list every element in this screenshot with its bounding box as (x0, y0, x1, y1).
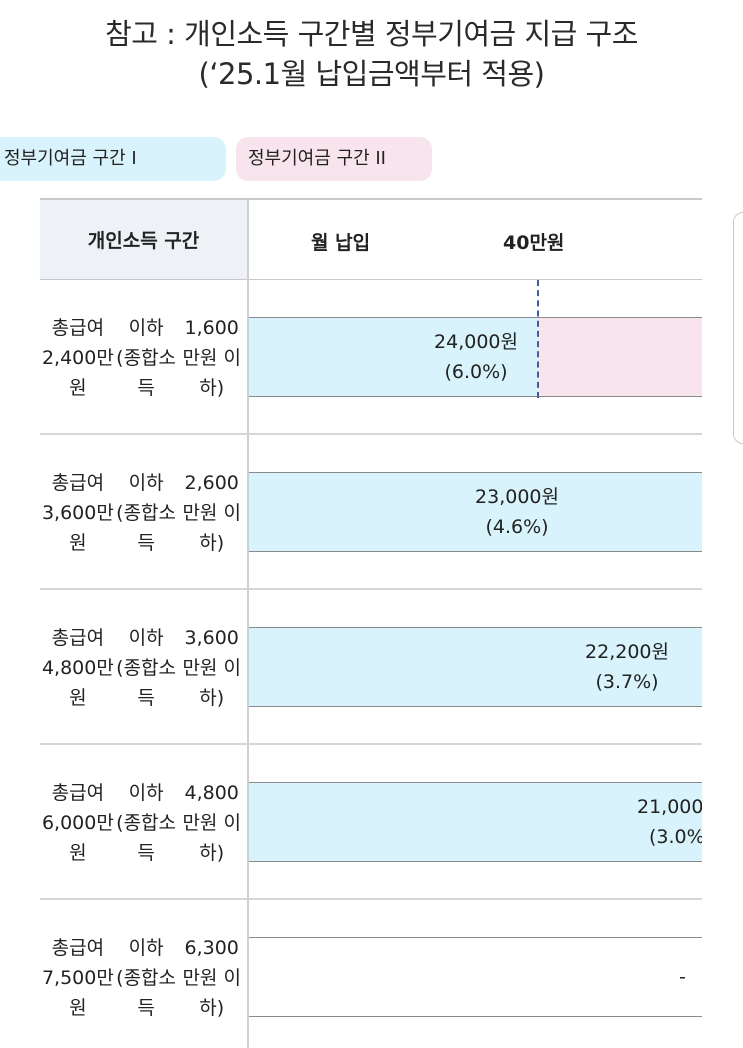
income-range-label: 총급여 7,500만원 이하 (종합소득 6,300만원 이하) (40, 900, 247, 1048)
header-income-range: 개인소득 구간 (40, 198, 247, 280)
header-monthly-label: 월 납입 (311, 232, 371, 254)
header-chart-axis: 월 납입 40만원 (247, 198, 702, 280)
income-range-label: 총급여 3,600만원 이하 (종합소득 2,600만원 이하) (40, 435, 247, 590)
bar-amount: 21,000원 (637, 796, 702, 818)
income-range-line: 이하 (종합소득 (116, 471, 177, 554)
row-separator (40, 898, 702, 900)
page-title: 참고 : 개인소득 구간별 정부기여금 지급 구조 (‘25.1월 납입금액부터… (0, 14, 743, 94)
income-range-label: 총급여 2,400만원 이하 (종합소득 1,600만원 이하) (40, 280, 247, 435)
bar-rate: (3.0%) (649, 826, 702, 848)
title-line-2: (‘25.1월 납입금액부터 적용) (198, 57, 545, 91)
income-range-line: 2,600만원 이하) (182, 471, 241, 554)
contribution-bar (249, 627, 702, 707)
column-divider (247, 198, 249, 1048)
bar-value-label: - (667, 962, 702, 992)
row-separator (40, 743, 702, 745)
legend-zone-1: 정부기여금 구간 I (0, 137, 226, 181)
contribution-bar-empty (249, 937, 702, 1017)
bar-value-label: 23,000원 (4.6%) (417, 482, 617, 542)
income-range-line: 총급여 7,500만원 (41, 936, 114, 1019)
income-range-line: 6,300만원 이하) (182, 936, 241, 1019)
bar-value-label: 21,000원 (3.0%) (637, 792, 702, 852)
income-range-line: 이하 (종합소득 (116, 936, 177, 1019)
bar-value-label: 22,200원 (3.7%) (547, 637, 702, 697)
bar-amount: 24,000원 (434, 331, 518, 353)
bar-rate: (3.7%) (595, 671, 659, 693)
legend-zone-2: 정부기여금 구간 II (236, 137, 432, 181)
income-range-line: 3,600만원 이하) (182, 626, 241, 709)
income-range-label: 총급여 6,000만원 이하 (종합소득 4,800만원 이하) (40, 745, 247, 900)
income-range-line: 4,800만원 이하) (182, 781, 241, 864)
row-separator (40, 433, 702, 435)
contribution-bar (249, 472, 702, 552)
contribution-bar-zone-2 (539, 317, 702, 397)
bar-amount: 23,000원 (475, 486, 559, 508)
bar-rate: - (679, 966, 686, 988)
bar-rate: (4.6%) (485, 516, 549, 538)
income-range-line: 총급여 3,600만원 (41, 471, 114, 554)
table-row: 총급여 2,400만원 이하 (종합소득 1,600만원 이하) 24,000원 (6.… (40, 280, 702, 435)
income-range-label: 총급여 4,800만원 이하 (종합소득 3,600만원 이하) (40, 590, 247, 745)
bar-value-label: 24,000원 (6.0%) (391, 327, 561, 387)
scrollbar-thumb[interactable] (733, 212, 743, 444)
income-range-line: 이하 (종합소득 (116, 781, 177, 864)
income-range-line: 총급여 2,400만원 (41, 316, 114, 399)
row-separator (40, 588, 702, 590)
table-row: 총급여 7,500만원 이하 (종합소득 6,300만원 이하) - (40, 900, 702, 1048)
table-rows: 총급여 2,400만원 이하 (종합소득 1,600만원 이하) 24,000원 (6.… (40, 198, 702, 1048)
contribution-table: 개인소득 구간 월 납입 40만원 총급여 2,400만원 이하 (종합소득 1,6… (40, 198, 702, 1048)
header-tick-40: 40만원 (503, 232, 565, 254)
bar-rate: (6.0%) (444, 361, 508, 383)
title-line-1: 참고 : 개인소득 구간별 정부기여금 지급 구조 (105, 17, 638, 51)
income-range-line: 이하 (종합소득 (116, 626, 177, 709)
table-row: 총급여 4,800만원 이하 (종합소득 3,600만원 이하) 22,200원 (3.… (40, 590, 702, 745)
zone-boundary-dashed-line (537, 280, 539, 398)
income-range-line: 총급여 6,000만원 (41, 781, 114, 864)
income-range-line: 이하 (종합소득 (116, 316, 177, 399)
contribution-bar (249, 782, 702, 862)
income-range-line: 1,600만원 이하) (182, 316, 241, 399)
bar-amount: 22,200원 (585, 641, 669, 663)
income-range-line: 총급여 4,800만원 (41, 626, 114, 709)
table-row: 총급여 3,600만원 이하 (종합소득 2,600만원 이하) 23,000원 (4.… (40, 435, 702, 590)
